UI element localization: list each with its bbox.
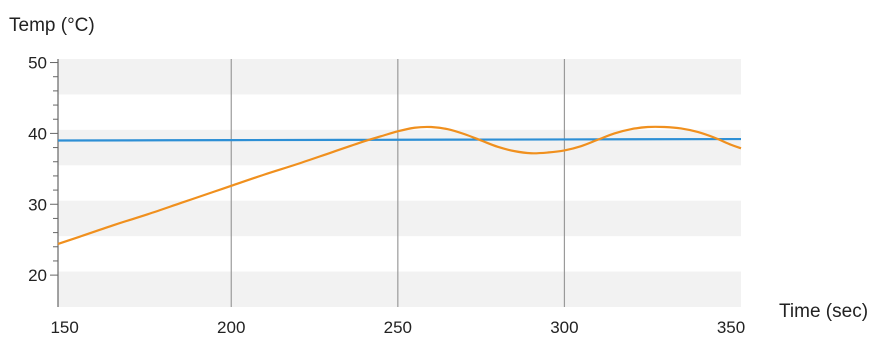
y-tick-label: 30 [28,195,47,214]
x-tick-label: 150 [50,318,78,337]
y-tick-label: 40 [28,124,47,143]
x-tick-label: 350 [717,318,745,337]
y-tick-label: 50 [28,54,47,73]
grid-band [58,59,741,95]
y-axis-title: Temp (°C) [9,15,95,36]
y-tick-label: 20 [28,266,47,285]
x-tick-label: 200 [217,318,245,337]
grid-band [58,271,741,307]
x-tick-label: 250 [384,318,412,337]
series-line-orange [57,125,742,245]
series-line-blue [57,137,742,142]
grid-band [58,200,741,237]
x-axis-title: Time (sec) [779,301,868,322]
x-tick-label: 300 [550,318,578,337]
grid-band [58,129,741,166]
